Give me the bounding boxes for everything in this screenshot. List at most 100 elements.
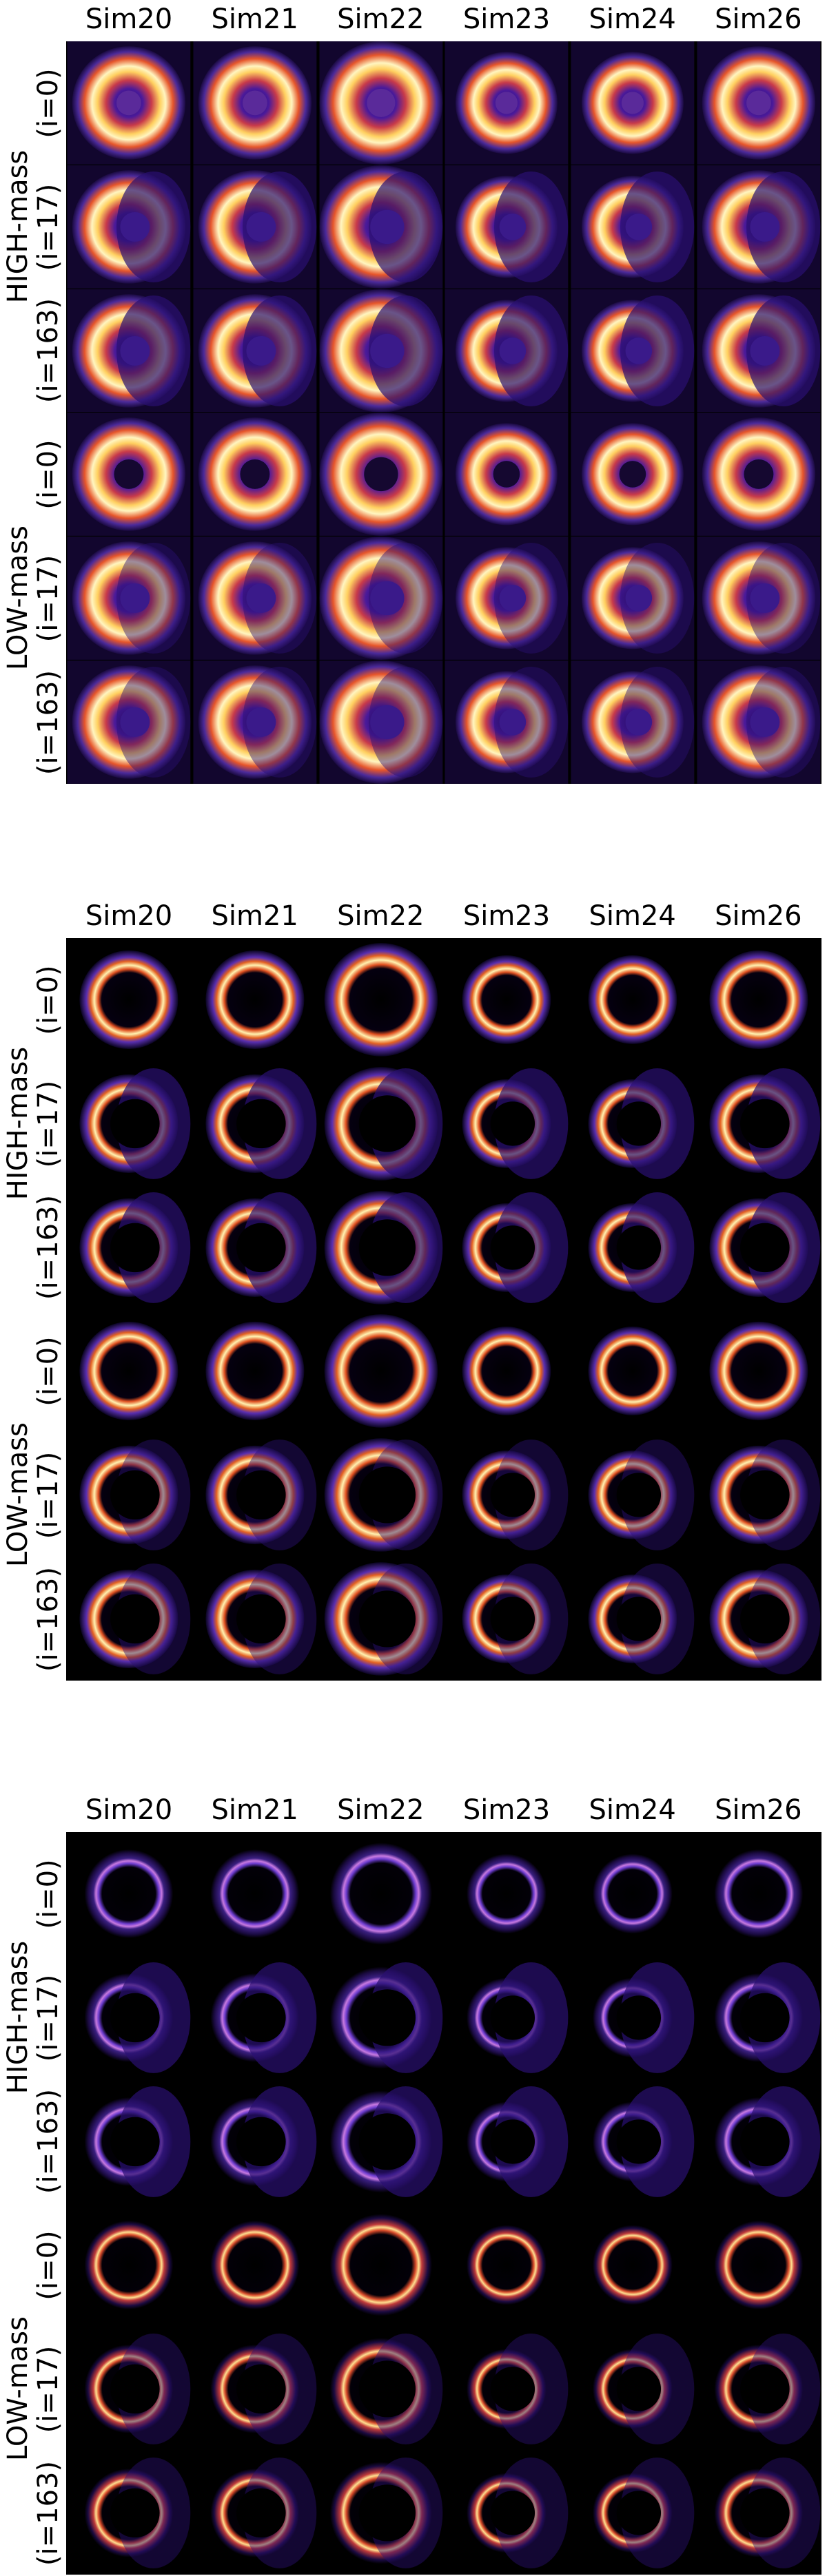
- image-cell: [318, 938, 444, 1061]
- ring-image: [67, 1955, 191, 2079]
- ring-image: [445, 537, 569, 661]
- ring-image: [67, 2451, 191, 2575]
- column-header: Sim26: [715, 900, 802, 932]
- image-cell: [570, 2079, 696, 2203]
- ring-image: [445, 1309, 569, 1433]
- ring-image: [571, 1955, 695, 2079]
- image-grid: [66, 1832, 821, 2575]
- image-cell: [66, 2327, 192, 2451]
- image-cell: [444, 938, 570, 1061]
- ring-image: [67, 537, 191, 661]
- ring-image: [67, 1185, 191, 1309]
- image-cell: [444, 1832, 570, 1955]
- image-cell: [318, 165, 444, 289]
- image-cell: [444, 1557, 570, 1681]
- ring-image: [193, 1185, 317, 1309]
- image-cell: [66, 1185, 192, 1309]
- image-cell: [696, 289, 821, 413]
- ring-image: [571, 289, 695, 413]
- column-header: Sim22: [337, 3, 425, 35]
- image-cell: [66, 1309, 192, 1433]
- ring-image: [445, 2327, 569, 2451]
- image-cell: [192, 289, 318, 413]
- image-cell: [696, 2203, 821, 2327]
- ring-image: [319, 1061, 442, 1185]
- mass-group-label: HIGH-mass: [2, 1046, 34, 1201]
- column-header: Sim20: [85, 3, 173, 35]
- ring-image: [319, 2203, 442, 2327]
- ring-image: [67, 2203, 191, 2327]
- ring-image: [67, 289, 191, 413]
- ring-image: [697, 938, 821, 1061]
- ring-image: [697, 1433, 821, 1557]
- ring-image: [445, 1185, 569, 1309]
- ring-image: [571, 2327, 695, 2451]
- inclination-label: (i=0): [32, 2230, 64, 2300]
- column-header: Sim22: [337, 900, 425, 932]
- column-header: Sim21: [211, 3, 298, 35]
- ring-image: [319, 41, 442, 165]
- ring-image: [697, 2451, 821, 2575]
- ring-image: [193, 2451, 317, 2575]
- ring-image: [67, 2079, 191, 2203]
- ring-image: [67, 1309, 191, 1433]
- image-cell: [444, 2451, 570, 2575]
- ring-image: [697, 2327, 821, 2451]
- ring-image: [445, 938, 569, 1061]
- image-cell: [696, 413, 821, 537]
- image-cell: [192, 1309, 318, 1433]
- image-cell: [318, 1185, 444, 1309]
- inclination-label: (i=0): [32, 1336, 64, 1406]
- figure-panel: Sim20 Sim21 Sim22 Sim23 Sim24 Sim26 (i=0) (i=17…: [2, 1791, 821, 2576]
- image-cell: [66, 2451, 192, 2575]
- ring-image: [193, 1955, 317, 2079]
- ring-image: [193, 537, 317, 661]
- ring-image: [319, 2327, 442, 2451]
- image-cell: [66, 537, 192, 661]
- ring-image: [571, 413, 695, 537]
- group-label: LOW-mass: [0, 1309, 36, 1680]
- column-header: Sim23: [462, 1794, 551, 1826]
- image-cell: [318, 1061, 444, 1185]
- column-header: Sim23: [462, 3, 551, 35]
- ring-image: [445, 413, 569, 537]
- image-cell: [444, 1309, 570, 1433]
- image-cell: [318, 2203, 444, 2327]
- ring-image: [319, 1557, 442, 1681]
- image-cell: [192, 2327, 318, 2451]
- image-cell: [192, 537, 318, 661]
- image-cell: [318, 1832, 444, 1955]
- column-header: Sim20: [85, 1794, 173, 1826]
- inclination-label: (i=0): [32, 965, 64, 1035]
- ring-image: [319, 661, 442, 784]
- group-label: HIGH-mass: [0, 1832, 36, 2203]
- image-cell: [66, 1061, 192, 1185]
- image-cell: [696, 1955, 821, 2079]
- image-cell: [66, 1433, 192, 1557]
- image-cell: [192, 1185, 318, 1309]
- column-header: Sim21: [211, 1794, 298, 1826]
- image-cell: [570, 1061, 696, 1185]
- ring-image: [571, 1309, 695, 1433]
- image-cell: [570, 165, 696, 289]
- image-cell: [318, 2451, 444, 2575]
- ring-image: [571, 1433, 695, 1557]
- image-cell: [444, 2079, 570, 2203]
- image-cell: [444, 2203, 570, 2327]
- ring-image: [445, 1557, 569, 1681]
- image-cell: [192, 1832, 318, 1955]
- ring-image: [697, 2203, 821, 2327]
- column-header: Sim26: [715, 3, 802, 35]
- ring-image: [697, 1832, 821, 1955]
- inclination-label: (i=163): [32, 1195, 64, 1300]
- ring-image: [67, 165, 191, 289]
- column-header: Sim26: [715, 1794, 802, 1826]
- column-header: Sim20: [85, 900, 173, 932]
- inclination-label: (i=17): [32, 183, 64, 271]
- ring-image: [571, 2451, 695, 2575]
- ring-image: [319, 1309, 442, 1433]
- image-cell: [696, 537, 821, 661]
- image-cell: [192, 2203, 318, 2327]
- inclination-label: (i=17): [32, 2345, 64, 2433]
- image-cell: [66, 661, 192, 784]
